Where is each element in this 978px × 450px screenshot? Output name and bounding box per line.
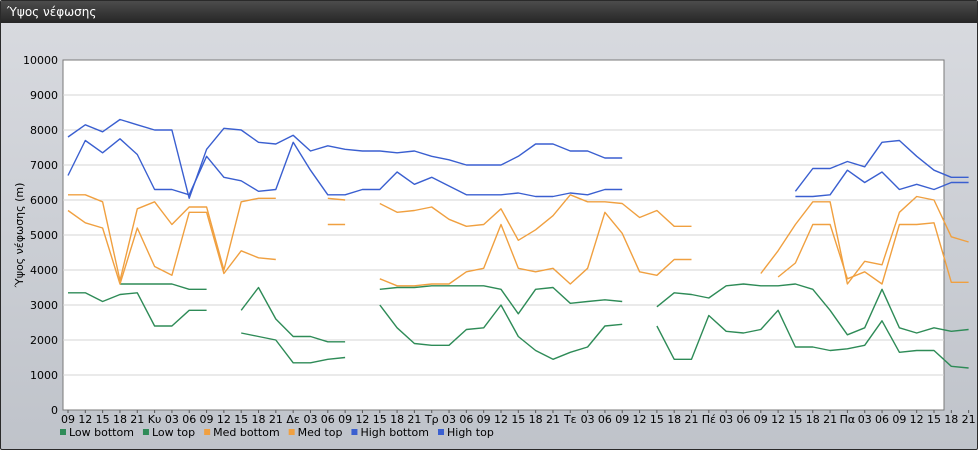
x-tick-label: 09 (61, 413, 75, 426)
legend: Low bottom Low top Med bottom Med top High b… (60, 426, 494, 439)
y-tick-label: 3000 (30, 299, 58, 312)
x-tick-label: 09 (338, 413, 352, 426)
x-tick-label: 06 (182, 413, 196, 426)
x-tick-label: 15 (373, 413, 387, 426)
x-tick-label: 06 (598, 413, 612, 426)
x-tick-label: Δε (286, 413, 300, 426)
legend-label-high-top: High top (447, 426, 494, 439)
x-tick-label: 18 (667, 413, 681, 426)
series-line-med-bottom (67, 195, 969, 287)
x-tick-label: 03 (858, 413, 872, 426)
y-axis-ticks: 0 1000 2000 3000 4000 5000 6000 7000 8000 9000 100… (23, 54, 58, 417)
x-tick-label: 21 (407, 413, 421, 426)
x-tick-label: Τρ (424, 413, 439, 426)
y-tick-label: 0 (51, 404, 58, 417)
x-tick-label: 18 (806, 413, 820, 426)
grid-lines (63, 94, 944, 376)
x-tick-label: 09 (200, 413, 214, 426)
x-tick-label: Κυ (148, 413, 162, 426)
x-tick-label: 06 (321, 413, 335, 426)
x-tick-label: 12 (771, 413, 785, 426)
y-tick-label: 5000 (30, 229, 58, 242)
series-line-high-bottom (67, 138, 969, 198)
x-tick-label: 21 (962, 413, 976, 426)
x-tick-label: 09 (754, 413, 768, 426)
y-tick-label: 7000 (30, 159, 58, 172)
y-tick-label: 9000 (30, 89, 58, 102)
x-tick-label: 09 (615, 413, 629, 426)
y-tick-label: 4000 (30, 264, 58, 277)
series-lines (67, 118, 969, 369)
legend-label-med-bottom: Med bottom (213, 426, 280, 439)
x-tick-label: 18 (944, 413, 958, 426)
y-tick-label: 10000 (23, 54, 58, 67)
x-tick-label: 15 (788, 413, 802, 426)
legend-label-low-top: Low top (152, 426, 195, 439)
x-tick-label: 03 (165, 413, 179, 426)
legend-label-med-top: Med top (298, 426, 343, 439)
window-title: Ύψος νέφωσης (1, 1, 977, 23)
y-tick-label: 1000 (30, 369, 58, 382)
y-tick-label: 6000 (30, 194, 58, 207)
series-line-med-top (68, 194, 969, 285)
x-tick-label: 12 (910, 413, 924, 426)
x-tick-label: 21 (546, 413, 560, 426)
x-tick-label: 03 (719, 413, 733, 426)
y-tick-label: 2000 (30, 334, 58, 347)
x-tick-label: 03 (303, 413, 317, 426)
legend-swatch-med-bottom (204, 429, 211, 435)
x-tick-label: 18 (113, 413, 127, 426)
x-tick-label: 18 (390, 413, 404, 426)
x-tick-label: 12 (78, 413, 92, 426)
x-tick-label: 12 (355, 413, 369, 426)
x-tick-label: 06 (736, 413, 750, 426)
x-axis-ticks: 09 12 15 18 21 Κυ 03 06 09 12 15 18 21 Δε 03 06 09 12 15 18… (61, 410, 976, 426)
legend-swatch-low-top (142, 429, 149, 435)
x-tick-label: 21 (685, 413, 699, 426)
x-tick-label: 12 (494, 413, 508, 426)
x-tick-label: 21 (823, 413, 837, 426)
y-axis-label: Ύψος νέφωσης (m) (13, 183, 26, 289)
series-line-low-top (120, 283, 969, 364)
legend-swatch-high-top (438, 429, 444, 435)
x-tick-label: 18 (529, 413, 543, 426)
x-tick-label: 03 (581, 413, 595, 426)
legend-label-high-bottom: High bottom (360, 426, 429, 439)
x-tick-label: 12 (217, 413, 231, 426)
x-tick-label: 21 (269, 413, 283, 426)
x-tick-label: Πέ (702, 413, 716, 426)
x-tick-label: Τε (563, 413, 577, 426)
x-tick-label: 03 (442, 413, 456, 426)
x-tick-label: 12 (633, 413, 647, 426)
legend-label-low-bottom: Low bottom (69, 426, 134, 439)
x-tick-label: 15 (927, 413, 941, 426)
x-tick-label: Πα (840, 413, 856, 426)
x-tick-label: 15 (511, 413, 525, 426)
x-tick-label: 15 (650, 413, 664, 426)
series-line-high-top (67, 118, 969, 199)
legend-swatch-high-bottom (351, 429, 358, 435)
x-tick-label: 06 (459, 413, 473, 426)
x-tick-label: 06 (875, 413, 889, 426)
x-tick-label: 09 (477, 413, 491, 426)
y-tick-label: 8000 (30, 124, 58, 137)
x-tick-label: 15 (234, 413, 248, 426)
x-tick-label: 21 (130, 413, 144, 426)
legend-swatch-low-bottom (60, 429, 66, 435)
legend-swatch-med-top (288, 429, 295, 435)
x-tick-label: 15 (96, 413, 110, 426)
series-line-low-bottom (68, 286, 969, 369)
x-tick-label: 09 (892, 413, 906, 426)
x-tick-label: 18 (252, 413, 266, 426)
